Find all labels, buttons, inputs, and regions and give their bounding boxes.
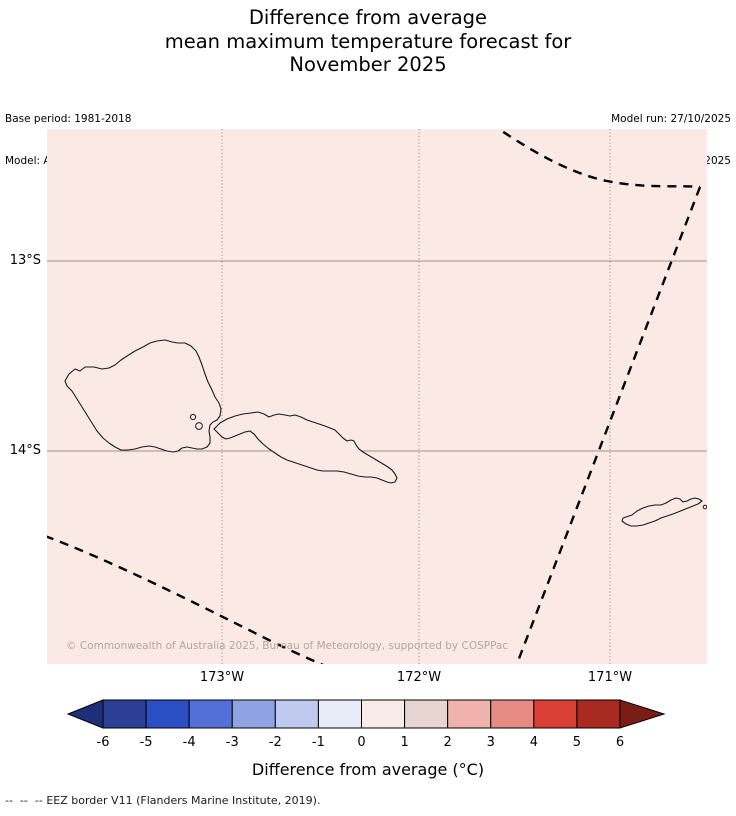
colorbar-tick-label: 5: [572, 735, 582, 750]
title-line-2: mean maximum temperature forecast for: [164, 29, 572, 53]
colorbar-segment: [361, 699, 406, 729]
colorbar[interactable]: [0, 698, 736, 738]
map-gridlines-horizontal: [47, 260, 707, 452]
x-tick-label-173W: 173°W: [199, 670, 245, 685]
islet-manono: [195, 422, 203, 430]
map-gridlines-vertical: [221, 129, 611, 664]
colorbar-title-end: C): [466, 760, 485, 779]
colorbar-segment: [102, 699, 147, 729]
colorbar-title: Difference from average (°C): [0, 760, 736, 779]
base-period-label: Base period: 1981-2018: [5, 113, 132, 125]
title-line-1: Difference from average: [248, 6, 488, 29]
colorbar-segment: [274, 699, 319, 729]
footer-legend: -- -- -- EEZ border V11 (Flanders Marine…: [5, 794, 320, 807]
islet-apolima: [189, 413, 197, 421]
colorbar-segment: [490, 699, 535, 729]
colorbar-tick-label: 3: [486, 735, 495, 750]
x-tick-label-172W: 172°W: [396, 670, 442, 685]
colorbar-segment: [231, 699, 276, 729]
colorbar-tick-label: 0: [357, 735, 366, 750]
colorbar-tick-label: -1: [311, 735, 325, 750]
colorbar-segment: [447, 699, 492, 729]
colorbar-tick-label: -4: [182, 735, 196, 750]
eez-border: [47, 129, 702, 664]
eez-dash-sample: -- -- --: [5, 794, 43, 807]
map-svg: [47, 129, 707, 664]
eez-legend-text: EEZ border V11 (Flanders Marine Institut…: [46, 794, 321, 807]
title-line-3: November 2025: [289, 53, 447, 76]
colorbar-tick-label: 4: [529, 735, 538, 750]
colorbar-tick-label: -3: [225, 735, 239, 750]
y-tick-label-14S: 14°S: [9, 443, 41, 458]
eez-border-southwest: [47, 535, 324, 664]
islet-aunuu: [702, 504, 707, 510]
degree-symbol: °: [458, 760, 467, 779]
colorbar-segment: [404, 699, 449, 729]
eez-border-east: [515, 186, 702, 664]
map-copyright-credit: © Commonwealth of Australia 2025, Bureau…: [66, 640, 509, 652]
colorbar-segment: [533, 699, 578, 729]
island-savaii: [64, 339, 222, 453]
colorbar-segment: [188, 699, 233, 729]
colorbar-tick-label: -2: [268, 735, 282, 750]
colorbar-tick-label: 2: [443, 735, 452, 750]
colorbar-segment: [317, 699, 363, 729]
metadata-left: Base period: 1981-2018 Model: ACCESS-S2: [5, 84, 131, 182]
y-tick-label-13S: 13°S: [9, 253, 41, 268]
model-run-label: Model run: 27/10/2025: [611, 113, 731, 125]
colorbar-tick-label: 6: [615, 735, 625, 750]
colorbar-title-text: Difference from average (: [251, 760, 459, 779]
colorbar-segment: [576, 699, 621, 729]
colorbar-under-arrow: [66, 699, 104, 729]
page-title: Difference from average mean maximum tem…: [0, 6, 736, 77]
x-tick-label-171W: 171°W: [587, 670, 633, 685]
map-plot-area[interactable]: © Commonwealth of Australia 2025, Bureau…: [47, 129, 707, 664]
island-upolu: [213, 411, 398, 484]
island-tutuila: [621, 497, 703, 527]
colorbar-tick-label: 1: [400, 735, 409, 750]
colorbar-tick-label: -5: [139, 735, 153, 750]
colorbar-over-arrow: [619, 699, 666, 729]
colorbar-segment: [145, 699, 190, 729]
colorbar-svg: [66, 699, 666, 729]
colorbar-tick-label: -6: [96, 735, 110, 750]
eez-border-north: [496, 129, 701, 189]
